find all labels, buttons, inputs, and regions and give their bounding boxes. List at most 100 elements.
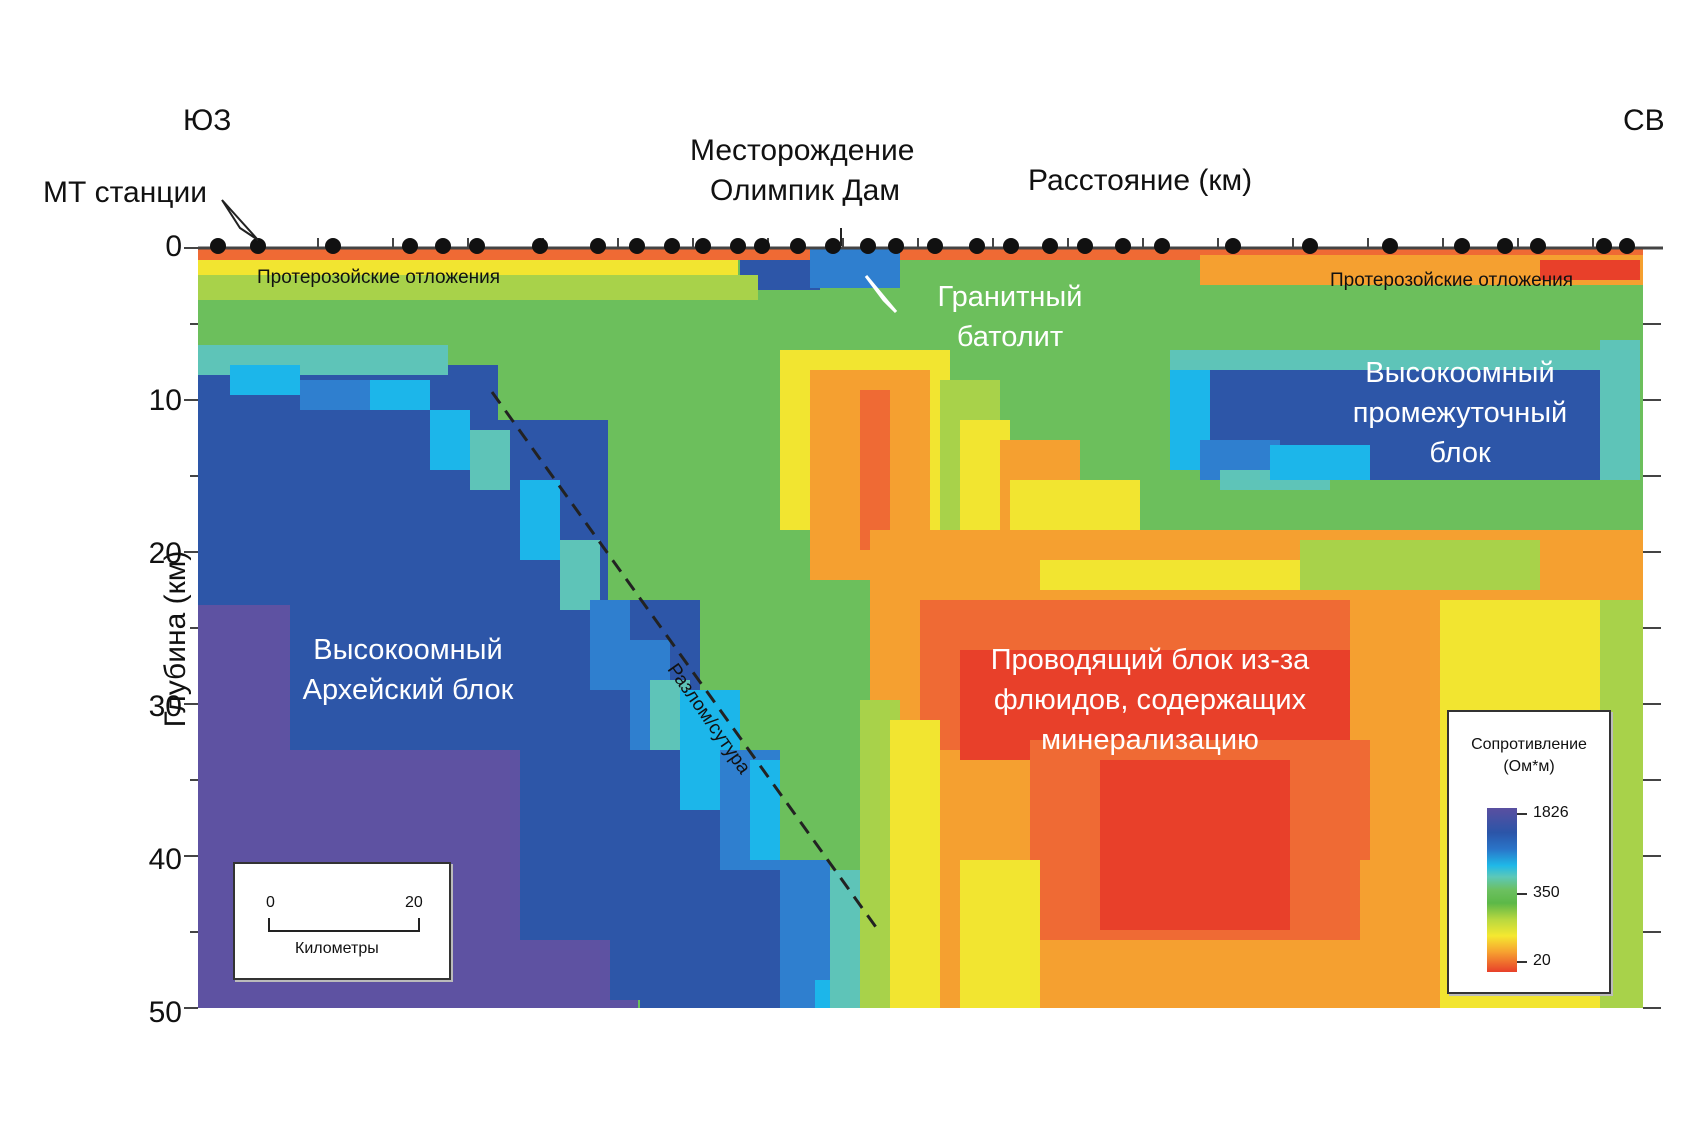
mt-station-dot: [250, 238, 266, 254]
mt-station-pointer: [221, 199, 259, 241]
archean-dark-blue-3: [290, 600, 610, 750]
deposit-label-line1: Месторождение: [690, 134, 915, 167]
mt-station-dot: [664, 238, 680, 254]
mt-station-dot: [1225, 238, 1241, 254]
y-tick-50: 50: [148, 996, 182, 1029]
top-light-green: [198, 275, 758, 300]
mt-station-dot: [1154, 238, 1170, 254]
mt-station-dot: [888, 238, 904, 254]
mid-block-line3: блок: [1429, 437, 1491, 469]
legend-color-bar: [1487, 808, 1517, 972]
scale-line: [268, 918, 420, 932]
legend-title: Сопротивление (Ом*м): [1449, 734, 1609, 778]
depth-axis-label: Глубина (км): [159, 550, 192, 728]
right-teal-3: [1600, 340, 1640, 480]
y-tick-40: 40: [148, 843, 182, 876]
mt-station-dot: [969, 238, 985, 254]
fault-line: [490, 391, 880, 931]
west-cyan: [230, 365, 300, 395]
deep-orange: [1360, 860, 1440, 1008]
distance-axis-label: Расстояние (км): [1028, 164, 1253, 197]
archean-line2: Архейский блок: [302, 674, 514, 706]
archean-block-label: Высокоомный Архейский блок: [258, 630, 558, 710]
mt-station-dot: [1077, 238, 1093, 254]
mt-station-dot: [469, 238, 485, 254]
y-tick-0: 0: [165, 230, 182, 263]
fault-blue: [590, 600, 630, 690]
granite-line1: Гранитный: [937, 281, 1083, 313]
mt-station-dot: [532, 238, 548, 254]
legend-tick-high: [1517, 813, 1527, 815]
scale-min: 0: [266, 894, 275, 911]
archean-dark-blue-4: [520, 750, 610, 940]
conductive-line3: минерализацию: [1041, 724, 1259, 756]
conductive-block-label: Проводящий блок из-за флюидов, содержащи…: [940, 640, 1360, 760]
mt-station-dot: [695, 238, 711, 254]
west-teal-3: [470, 430, 510, 490]
legend-tick-mid: [1517, 893, 1527, 895]
conductive-line2: флюидов, содержащих: [993, 684, 1307, 716]
mt-station-dot: [210, 238, 226, 254]
right-teal: [1170, 350, 1630, 370]
mt-station-dot: [860, 238, 876, 254]
right-cyan-2: [1270, 445, 1370, 480]
mt-station-dot: [325, 238, 341, 254]
legend-tick-low: [1517, 961, 1527, 963]
fault-cyan-3: [750, 760, 780, 860]
mt-station-dot: [1302, 238, 1318, 254]
west-cyan-3: [430, 410, 470, 470]
archean-line1: Высокоомный: [313, 634, 503, 666]
mt-station-dot: [1042, 238, 1058, 254]
mt-station-dot: [790, 238, 806, 254]
fault-cyan: [520, 480, 560, 560]
conductive-yellow-band: [1040, 560, 1340, 590]
mt-station-dot: [754, 238, 770, 254]
mt-station-dot: [1619, 238, 1635, 254]
scale-max: 20: [405, 894, 423, 911]
mid-block-line1: Высокоомный: [1365, 357, 1555, 389]
granite-pointer: [864, 275, 898, 314]
mid-block-line2: промежуточный: [1352, 397, 1568, 429]
proterozoic-right-label: Протерозойские отложения: [1330, 270, 1574, 291]
conductive-line1: Проводящий блок из-за: [990, 644, 1310, 676]
mt-station-dot: [1530, 238, 1546, 254]
deposit-label-line2: Олимпик Дам: [710, 174, 900, 207]
y-tick-30: 30: [148, 690, 182, 723]
west-cyan-2: [370, 380, 430, 410]
mt-station-dot: [927, 238, 943, 254]
mt-station-dot: [590, 238, 606, 254]
fault-teal: [560, 540, 600, 610]
deep-yellow: [890, 720, 940, 1008]
mt-station-dot: [629, 238, 645, 254]
mt-station-dot: [402, 238, 418, 254]
y-tick-10: 10: [148, 384, 182, 417]
mt-station-dot: [1497, 238, 1513, 254]
legend-title-line2: (Ом*м): [1503, 758, 1555, 775]
top-yellow-left: [198, 260, 738, 275]
high-resistivity-middle-block-label: Высокоомный промежуточный блок: [1300, 353, 1620, 473]
granite-blue-2: [810, 248, 900, 288]
warm-column-red: [860, 390, 890, 550]
legend-title-line1: Сопротивление: [1471, 736, 1587, 753]
resistivity-legend: Сопротивление (Ом*м) 1826 350 20: [1447, 710, 1611, 994]
mt-station-dot: [730, 238, 746, 254]
mt-station-dot: [1003, 238, 1019, 254]
scale-unit: Километры: [295, 940, 379, 957]
mt-station-dot: [1382, 238, 1398, 254]
conductive-deep-2: [1100, 760, 1290, 930]
legend-high-value: 1826: [1533, 804, 1569, 821]
top-red-right: [1540, 260, 1640, 280]
mt-station-dot: [1454, 238, 1470, 254]
mt-stations-label: МТ станции: [43, 176, 208, 209]
mt-station-dot: [435, 238, 451, 254]
granite-line2: батолит: [956, 321, 1064, 353]
direction-northeast: СВ: [1623, 104, 1665, 137]
direction-southwest: ЮЗ: [183, 104, 232, 137]
legend-mid-value: 350: [1533, 884, 1560, 901]
deep-yellow-2: [960, 860, 1040, 1008]
mt-station-dot: [1596, 238, 1612, 254]
y-tick-20: 20: [148, 537, 182, 570]
conductive-green-band: [1300, 540, 1540, 590]
